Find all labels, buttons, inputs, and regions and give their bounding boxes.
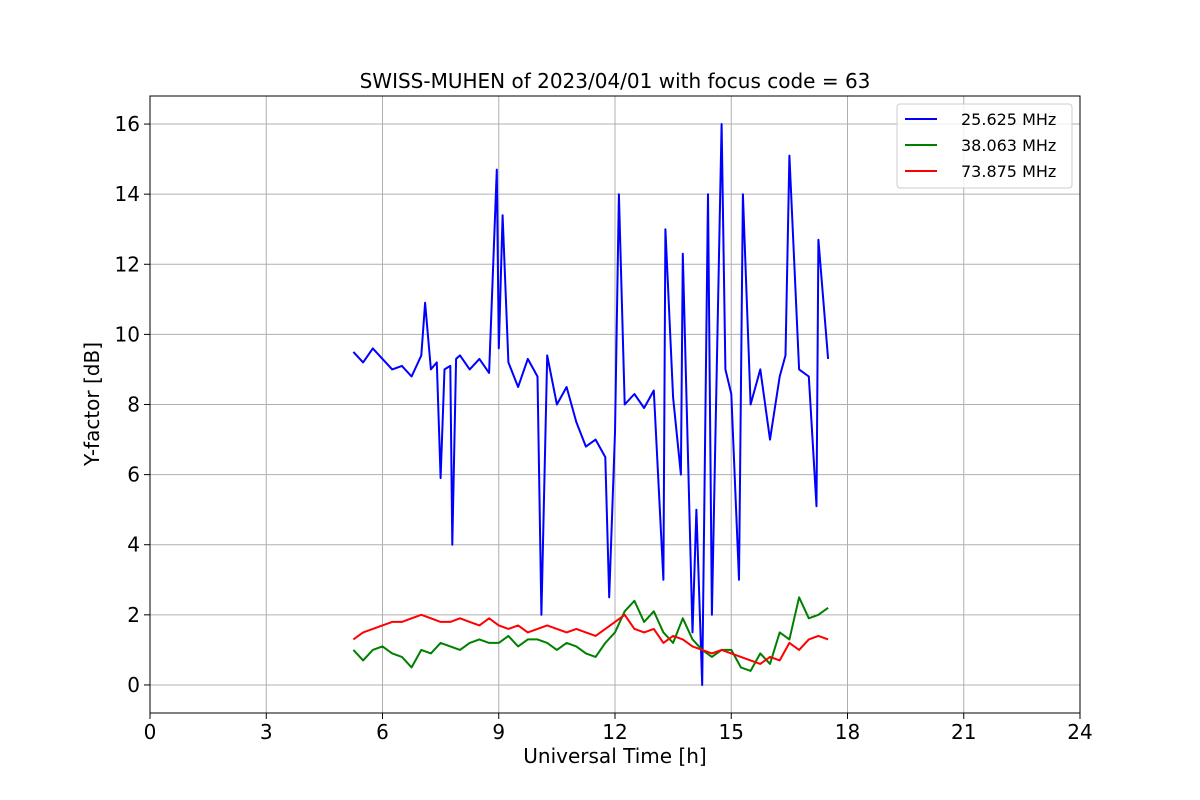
y-tick-label: 8 <box>127 393 140 417</box>
series-line-2 <box>352 596 829 672</box>
y-tick-label: 4 <box>127 533 140 557</box>
x-tick-label: 24 <box>1067 720 1092 744</box>
x-tick-label: 3 <box>260 720 273 744</box>
series-line-3 <box>352 613 829 665</box>
x-tick-label: 0 <box>144 720 157 744</box>
series-line-1 <box>352 123 830 686</box>
y-axis-label: Y-factor [dB] <box>80 342 104 467</box>
legend-box <box>896 103 1073 189</box>
y-tick-label: 16 <box>115 112 140 136</box>
legend-label-3: 73.875 MHz <box>961 162 1056 181</box>
legend-label-2: 38.063 MHz <box>961 136 1056 155</box>
y-tick-label: 14 <box>115 182 140 206</box>
y-tick-label: 10 <box>115 322 140 346</box>
legend-label-1: 25.625 MHz <box>961 110 1056 129</box>
x-tick-label: 9 <box>492 720 505 744</box>
legend: 25.625 MHz 38.063 MHz 73.875 MHz <box>896 103 1073 189</box>
x-tick-label: 12 <box>602 720 627 744</box>
x-tick-label: 15 <box>719 720 744 744</box>
x-tick-label: 21 <box>951 720 976 744</box>
plot-frame <box>149 95 1081 714</box>
x-axis-label: Universal Time [h] <box>523 744 706 768</box>
x-tick-label: 6 <box>376 720 389 744</box>
x-tick-label: 18 <box>835 720 860 744</box>
chart-title: SWISS-MUHEN of 2023/04/01 with focus cod… <box>360 69 871 93</box>
series-layer <box>352 123 830 686</box>
y-tick-label: 2 <box>127 603 140 627</box>
y-tick-label: 0 <box>127 673 140 697</box>
y-tick-label: 6 <box>127 463 140 487</box>
y-tick-label: 12 <box>115 252 140 276</box>
